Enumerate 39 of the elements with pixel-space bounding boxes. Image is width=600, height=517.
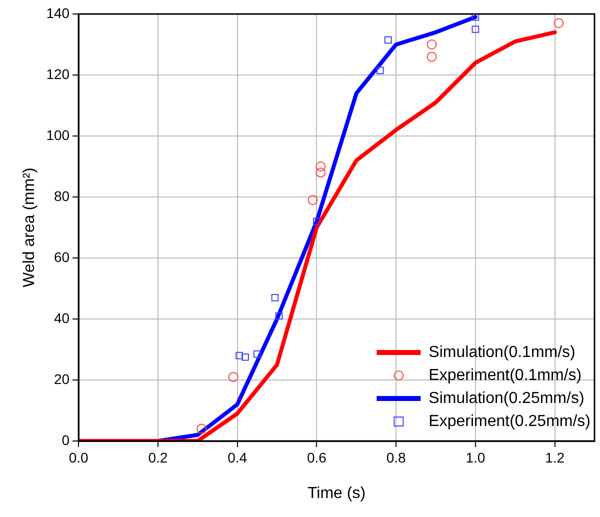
x-tick-label: 1.2 xyxy=(545,449,565,466)
y-axis-title: Weld area (mm²) xyxy=(21,168,38,288)
point xyxy=(308,195,318,206)
point xyxy=(253,350,261,358)
x-tick-label: 0.6 xyxy=(306,449,327,466)
point xyxy=(271,294,279,302)
legend-label: Simulation(0.25mm/s) xyxy=(428,390,584,407)
point xyxy=(236,352,243,360)
point xyxy=(313,218,320,226)
point xyxy=(472,14,480,21)
legend-label: Experiment(0.25mm/s) xyxy=(428,412,591,430)
point xyxy=(426,52,437,62)
legend-label: Simulation(0.1mm/s) xyxy=(428,344,576,361)
x-tick-label: 1.0 xyxy=(466,449,486,466)
legend-label: Experiment(0.1mm/s) xyxy=(428,366,582,384)
point xyxy=(384,36,392,44)
x-tick-label: 0.2 xyxy=(148,449,168,466)
y-tick-label: 120 xyxy=(46,66,70,82)
y-tick-label: 60 xyxy=(54,248,70,265)
point xyxy=(228,372,238,382)
y-tick-label: 100 xyxy=(46,126,70,143)
point xyxy=(275,312,283,320)
point xyxy=(242,353,249,361)
point xyxy=(426,40,437,50)
y-tick-label: 20 xyxy=(54,370,70,387)
x-tick-label: 0.0 xyxy=(68,449,88,466)
point xyxy=(316,162,326,172)
y-tick-label: 0 xyxy=(62,432,70,448)
y-tick-label: 140 xyxy=(46,4,70,21)
point xyxy=(316,168,326,178)
y-tick-label: 80 xyxy=(54,188,70,204)
y-tick-label: 40 xyxy=(54,310,70,326)
x-axis-title: Time (s) xyxy=(308,484,366,502)
x-tick-label: 0.4 xyxy=(228,449,248,466)
point xyxy=(472,26,480,33)
point xyxy=(554,18,564,28)
point xyxy=(196,424,207,434)
point xyxy=(376,66,384,74)
x-tick-label: 0.8 xyxy=(386,449,406,466)
